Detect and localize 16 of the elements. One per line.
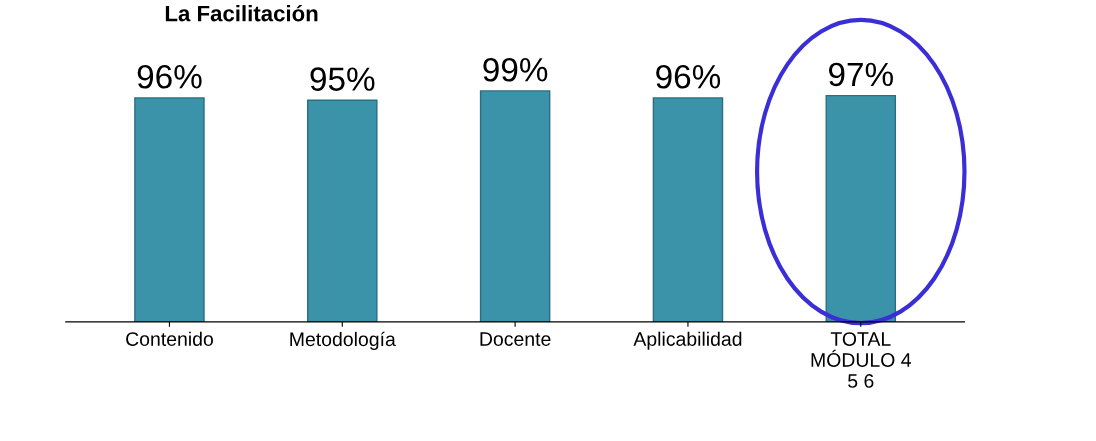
data-label: 99% [483, 57, 548, 82]
bar [479, 90, 551, 322]
data-label: 97% [828, 62, 893, 87]
data-label: 96% [137, 64, 202, 89]
chart-title: La Facilitación [165, 4, 318, 22]
bar [825, 94, 897, 322]
x-tick-label: TOTAL MÓDULO 4 5 6 [811, 332, 911, 388]
x-tick-label: Aplicabilidad [633, 331, 742, 350]
bar [134, 97, 205, 322]
x-tick-label: Docente [480, 332, 551, 346]
data-label: 95% [310, 67, 375, 91]
x-tick-label: Contenido [126, 331, 213, 346]
bar [652, 97, 724, 322]
x-tick-label: Metodología [290, 331, 396, 351]
data-label: 96% [656, 64, 721, 89]
bar [307, 99, 378, 322]
